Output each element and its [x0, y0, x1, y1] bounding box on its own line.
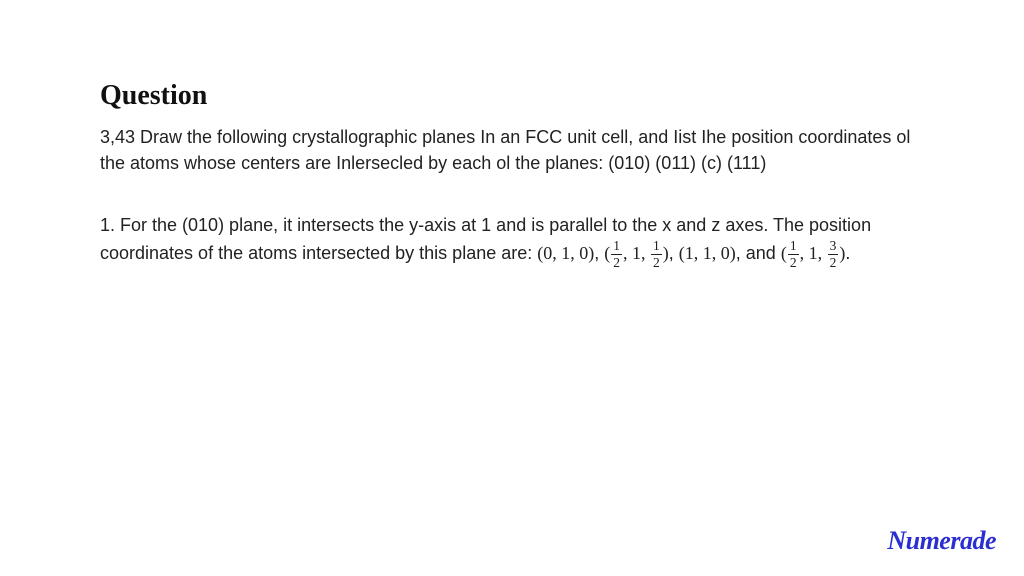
coord-3-c: 0: [721, 243, 730, 263]
coord-4-a-den: 2: [788, 255, 799, 270]
coord-1-b: 1: [561, 243, 570, 263]
sep-2: ,: [669, 243, 679, 263]
question-heading: Question: [100, 80, 924, 112]
coord-1-a: 0: [543, 243, 552, 263]
coord-3-a: 1: [685, 243, 694, 263]
period: .: [845, 243, 850, 263]
coord-2-a: 12: [611, 239, 622, 269]
coord-4: (12, 1, 32): [781, 243, 846, 263]
coord-1-c: 0: [579, 243, 588, 263]
coord-4-a-num: 1: [788, 239, 799, 255]
coord-2-b: 1: [632, 243, 641, 263]
page-content: Question 3,43 Draw the following crystal…: [0, 0, 1024, 269]
coord-2-c-num: 1: [651, 239, 662, 255]
coord-2-a-den: 2: [611, 255, 622, 270]
coord-2-a-num: 1: [611, 239, 622, 255]
coord-4-b: 1: [809, 243, 818, 263]
coord-3: (1, 1, 0): [679, 243, 736, 263]
coord-4-c-den: 2: [828, 255, 839, 270]
coord-2-c: 12: [651, 239, 662, 269]
coord-1: (0, 1, 0): [537, 243, 594, 263]
coord-2-c-den: 2: [651, 255, 662, 270]
coord-4-c-num: 3: [828, 239, 839, 255]
coord-4-c: 32: [828, 239, 839, 269]
sep-and: , and: [736, 243, 781, 263]
sep-1: ,: [594, 243, 604, 263]
coord-2: (12, 1, 12): [604, 243, 669, 263]
coord-3-b: 1: [703, 243, 712, 263]
coord-4-a: 12: [788, 239, 799, 269]
question-body: 3,43 Draw the following crystallographic…: [100, 124, 924, 176]
numerade-logo: Numerade: [887, 526, 996, 556]
answer-body: 1. For the (010) plane, it intersects th…: [100, 212, 924, 269]
